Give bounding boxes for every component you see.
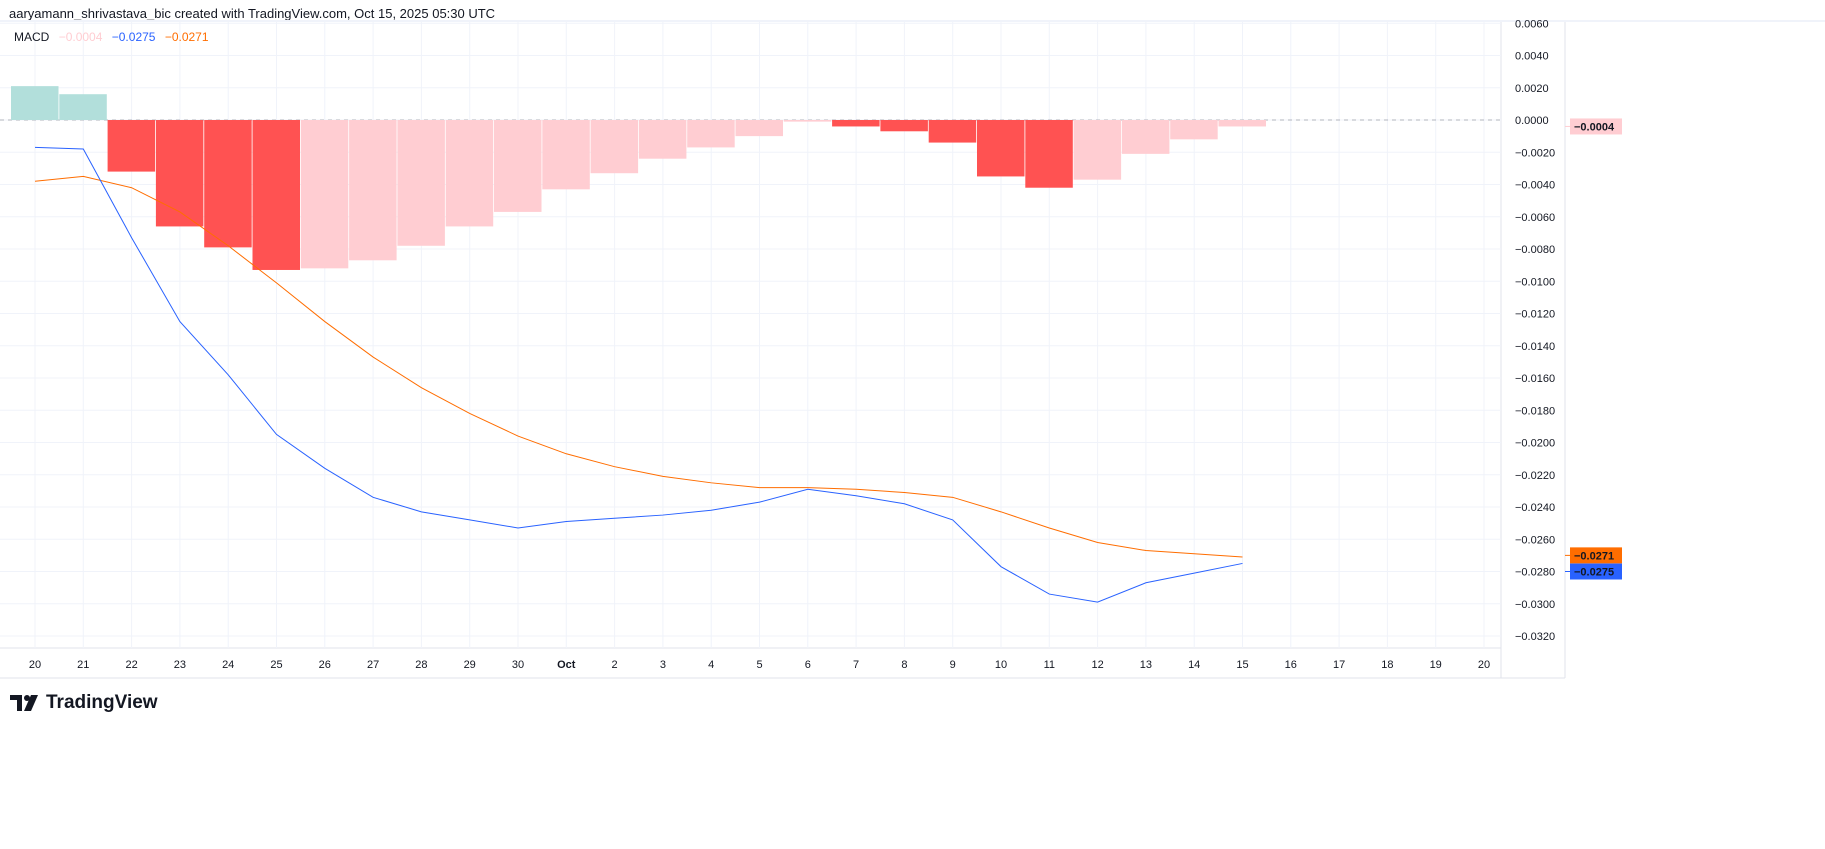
y-tick-label: −0.0220 [1515, 470, 1555, 482]
x-tick-label: 4 [708, 659, 714, 671]
y-tick-label: −0.0040 [1515, 180, 1555, 192]
y-tick-label: −0.0320 [1515, 631, 1555, 643]
y-tick-label: −0.0300 [1515, 599, 1555, 611]
legend-histogram-value: −0.0004 [58, 30, 103, 44]
histogram-bar [1025, 120, 1073, 188]
histogram-bar [1121, 120, 1170, 154]
histogram-bar [1170, 120, 1218, 140]
histogram-bar [687, 120, 735, 148]
x-tick-label: 16 [1285, 659, 1297, 671]
x-tick-label: Oct [557, 659, 576, 671]
histogram-bar [590, 120, 639, 174]
signal-last-value: −0.0271 [1574, 550, 1614, 562]
signal-last-value-bg [1570, 547, 1622, 564]
histogram-bar [880, 120, 928, 132]
histogram-bar [445, 120, 494, 227]
y-tick-label: 0.0000 [1515, 115, 1549, 127]
y-tick-label: −0.0060 [1515, 212, 1555, 224]
y-tick-label: −0.0120 [1515, 309, 1555, 321]
x-tick-label: 28 [415, 659, 427, 671]
x-tick-label: 17 [1333, 659, 1345, 671]
y-tick-label: 0.0040 [1515, 51, 1549, 63]
histogram-bar [397, 120, 445, 246]
x-tick-label: 22 [125, 659, 137, 671]
x-tick-label: 8 [901, 659, 907, 671]
histogram-bar [783, 120, 832, 122]
histogram-bar [638, 120, 687, 159]
x-tick-label: 27 [367, 659, 379, 671]
x-tick-label: 24 [222, 659, 234, 671]
x-tick-label: 11 [1044, 659, 1055, 671]
x-tick-label: 26 [319, 659, 331, 671]
tradingview-logo-icon [10, 695, 38, 711]
y-tick-label: 0.0060 [1515, 18, 1549, 30]
x-tick-label: 23 [174, 659, 186, 671]
x-tick-label: 20 [1478, 659, 1490, 671]
histogram-bar [977, 120, 1025, 177]
x-tick-label: 6 [805, 659, 811, 671]
legend-macd-value: −0.0275 [111, 30, 156, 44]
histogram-last-value-bg [1570, 118, 1622, 135]
x-tick-label: 13 [1140, 659, 1152, 671]
signal-line [34, 175, 1243, 558]
y-tick-label: −0.0160 [1515, 373, 1555, 385]
y-tick-label: −0.0140 [1515, 341, 1555, 353]
x-tick-label: 5 [756, 659, 762, 671]
histogram-bar [832, 120, 880, 127]
y-tick-label: −0.0020 [1515, 147, 1555, 159]
histogram-bar [494, 120, 542, 212]
y-tick-label: 0.0020 [1515, 83, 1549, 95]
y-tick-label: −0.0100 [1515, 276, 1555, 288]
x-tick-label: 19 [1430, 659, 1442, 671]
x-tick-label: 12 [1091, 659, 1103, 671]
macd-line [34, 146, 1243, 603]
x-tick-label: 14 [1188, 659, 1200, 671]
histogram-bar [1073, 120, 1122, 180]
histogram-bar [59, 94, 107, 120]
tradingview-logo[interactable]: TradingView [10, 692, 158, 714]
x-tick-label: 21 [77, 659, 89, 671]
histogram-bar [300, 120, 349, 269]
histogram-bar [1218, 120, 1266, 127]
x-tick-label: 20 [29, 659, 41, 671]
x-tick-label: 18 [1381, 659, 1393, 671]
x-tick-label: 3 [660, 659, 666, 671]
y-tick-label: −0.0200 [1515, 438, 1555, 450]
logo-text: TradingView [46, 692, 158, 713]
histogram-bar [155, 120, 204, 227]
legend-name: MACD [14, 30, 50, 44]
y-tick-label: −0.0240 [1515, 502, 1555, 514]
x-tick-label: 7 [853, 659, 859, 671]
histogram-bar [107, 120, 156, 172]
macd-last-value-bg [1570, 563, 1622, 580]
histogram-bar [349, 120, 397, 261]
legend-signal-value: −0.0271 [164, 30, 209, 44]
x-tick-label: 30 [512, 659, 524, 671]
histogram-bar [542, 120, 590, 190]
indicator-legend[interactable]: MACD −0.0004 −0.0275 −0.0271 [14, 30, 215, 44]
x-tick-label: 2 [612, 659, 618, 671]
macd-last-value: −0.0275 [1574, 567, 1614, 579]
top-border [0, 20, 1825, 22]
x-tick-label: 25 [270, 659, 282, 671]
x-tick-label: 15 [1236, 659, 1248, 671]
histogram-last-value: −0.0004 [1574, 121, 1615, 133]
x-tick-label: 29 [464, 659, 476, 671]
chart-attribution: aaryamann_shrivastava_bic created with T… [9, 6, 496, 21]
histogram-bar [204, 120, 252, 248]
y-tick-label: −0.0260 [1515, 534, 1555, 546]
x-tick-label: 9 [950, 659, 956, 671]
y-tick-label: −0.0180 [1515, 405, 1555, 417]
histogram-bar [928, 120, 977, 143]
histogram-bar [735, 120, 783, 137]
histogram-bar [11, 86, 59, 120]
y-tick-label: −0.0080 [1515, 244, 1555, 256]
histogram-bar [252, 120, 300, 270]
x-tick-label: 10 [995, 659, 1007, 671]
y-tick-label: −0.0280 [1515, 567, 1555, 579]
